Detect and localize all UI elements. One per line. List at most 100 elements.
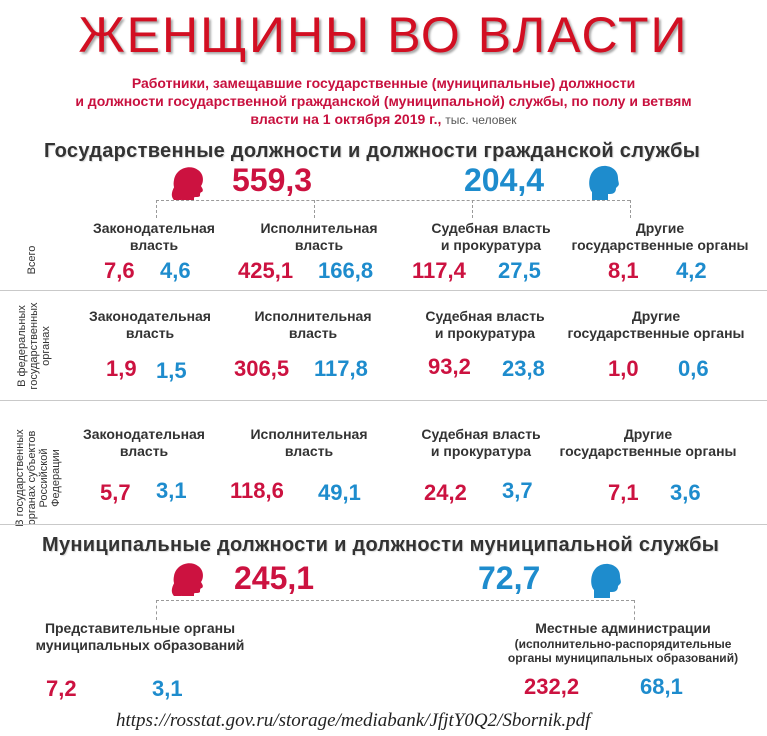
category-label: Представительные органы (44, 620, 236, 636)
value-men: 3,1 (156, 478, 187, 503)
row-label-line: государственных (28, 302, 40, 390)
category-judicial: Судебная власть и прокуратура (410, 308, 560, 342)
category-legislative: Законодательная власть (64, 426, 224, 460)
state-bracket (156, 200, 630, 201)
row-label-regional: В государственных органах субъектов Росс… (14, 418, 62, 538)
category-label: Судебная власть (421, 426, 541, 442)
value-women: 117,4 (412, 258, 466, 283)
source-link[interactable]: https://rosstat.gov.ru/storage/mediabank… (116, 710, 591, 731)
bracket-tick (314, 200, 315, 218)
row-label-line: В государственных (14, 429, 26, 527)
state-total-women: 559,3 (232, 162, 313, 198)
bracket-tick (156, 600, 157, 620)
value-men: 4,6 (160, 258, 191, 283)
category-executive: Исполнительная власть (236, 220, 402, 254)
value-women: 118,6 (230, 478, 284, 503)
value-men: 4,2 (676, 258, 707, 283)
municipal-total-women: 245,1 (234, 560, 315, 596)
value-men: 3,6 (670, 480, 701, 505)
value-men: 3,1 (152, 676, 183, 701)
category-label: Судебная власть (425, 308, 545, 324)
category-local-admin: Местные администрации (исполнительно-рас… (486, 620, 760, 665)
subtitle-line-2: и должности государственной гражданской … (75, 93, 692, 109)
category-label: Исполнительная (250, 426, 368, 442)
value-women: 93,2 (428, 354, 471, 379)
value-men: 3,7 (502, 478, 533, 503)
value-men: 68,1 (640, 674, 683, 699)
category-label: власть (294, 237, 344, 253)
value-women: 7,6 (104, 258, 135, 283)
value-men: 49,1 (318, 480, 361, 505)
category-label: муниципальных образований (35, 637, 245, 653)
municipal-total-men: 72,7 (478, 560, 541, 596)
male-head-icon (591, 563, 621, 598)
row-label-line: органах (40, 326, 52, 366)
value-women: 5,7 (100, 480, 131, 505)
category-label: государственные органы (567, 325, 745, 341)
value-women: 7,2 (46, 676, 77, 701)
subtitle-line-1: Работники, замещавшие государственные (м… (131, 75, 636, 91)
category-label: власть (288, 325, 338, 341)
row-label-federal: В федеральных государственных органах (16, 298, 52, 394)
subtitle-line-3: власти на 1 октября 2019 г., тыс. челове… (20, 110, 747, 129)
female-head-icon (171, 167, 203, 200)
value-men: 166,8 (318, 258, 374, 283)
value-women: 7,1 (608, 480, 639, 505)
subtitle: Работники, замещавшие государственные (м… (20, 74, 747, 129)
category-label: Исполнительная (254, 308, 372, 324)
category-other: Другие государственные органы (548, 426, 748, 460)
value-men: 117,8 (314, 356, 368, 381)
category-label: Исполнительная (260, 220, 378, 236)
category-judicial: Судебная власть и прокуратура (416, 220, 566, 254)
category-label: и прокуратура (430, 443, 532, 459)
male-head-icon (589, 165, 619, 200)
category-label: власть (284, 443, 334, 459)
state-section-heading: Государственные должности и должности гр… (44, 140, 701, 162)
row-label-line: В федеральных (16, 305, 28, 387)
category-label: Законодательная (93, 220, 215, 236)
female-head-icon (171, 563, 203, 596)
category-label: и прокуратура (440, 237, 542, 253)
divider (0, 400, 767, 401)
category-label: власть (119, 443, 169, 459)
page-title: ЖЕНЩИНЫ ВО ВЛАСТИ (78, 7, 689, 63)
unit-label: тыс. человек (445, 113, 517, 127)
value-men: 23,8 (502, 356, 545, 381)
category-label: Законодательная (89, 308, 211, 324)
divider (0, 290, 767, 291)
category-label: государственные органы (559, 443, 737, 459)
municipal-bracket (156, 600, 634, 601)
value-women: 232,2 (524, 674, 580, 699)
category-label: Другие (635, 220, 685, 236)
bracket-tick (472, 200, 473, 218)
category-representative: Представительные органы муниципальных об… (10, 620, 270, 654)
subtitle-line-3-text: власти на 1 октября 2019 г., (250, 111, 442, 127)
category-other: Другие государственные органы (560, 220, 760, 254)
value-women: 1,9 (106, 356, 137, 381)
value-women: 1,0 (608, 356, 639, 381)
divider (0, 524, 767, 525)
category-sublabel: (исполнительно-распорядительные (514, 637, 732, 651)
category-other: Другие государственные органы (556, 308, 756, 342)
value-women: 425,1 (238, 258, 294, 283)
category-label: и прокуратура (434, 325, 536, 341)
category-executive: Исполнительная власть (230, 308, 396, 342)
row-label-total: Всего (26, 245, 38, 275)
value-men: 0,6 (678, 356, 709, 381)
value-men: 27,5 (498, 258, 541, 283)
bracket-tick (634, 600, 635, 620)
category-executive: Исполнительная власть (226, 426, 392, 460)
category-label: Другие (631, 308, 681, 324)
category-label: власть (125, 325, 175, 341)
category-sublabel: органы муниципальных образований) (507, 651, 739, 665)
category-legislative: Законодательная власть (70, 308, 230, 342)
category-label: Законодательная (83, 426, 205, 442)
bracket-tick (630, 200, 631, 218)
value-women: 24,2 (424, 480, 467, 505)
municipal-section-heading: Муниципальные должности и должности муни… (42, 534, 720, 556)
category-label: государственные органы (571, 237, 749, 253)
value-women: 306,5 (234, 356, 290, 381)
category-legislative: Законодательная власть (74, 220, 234, 254)
category-label: Судебная власть (431, 220, 551, 236)
value-men: 1,5 (156, 358, 187, 383)
